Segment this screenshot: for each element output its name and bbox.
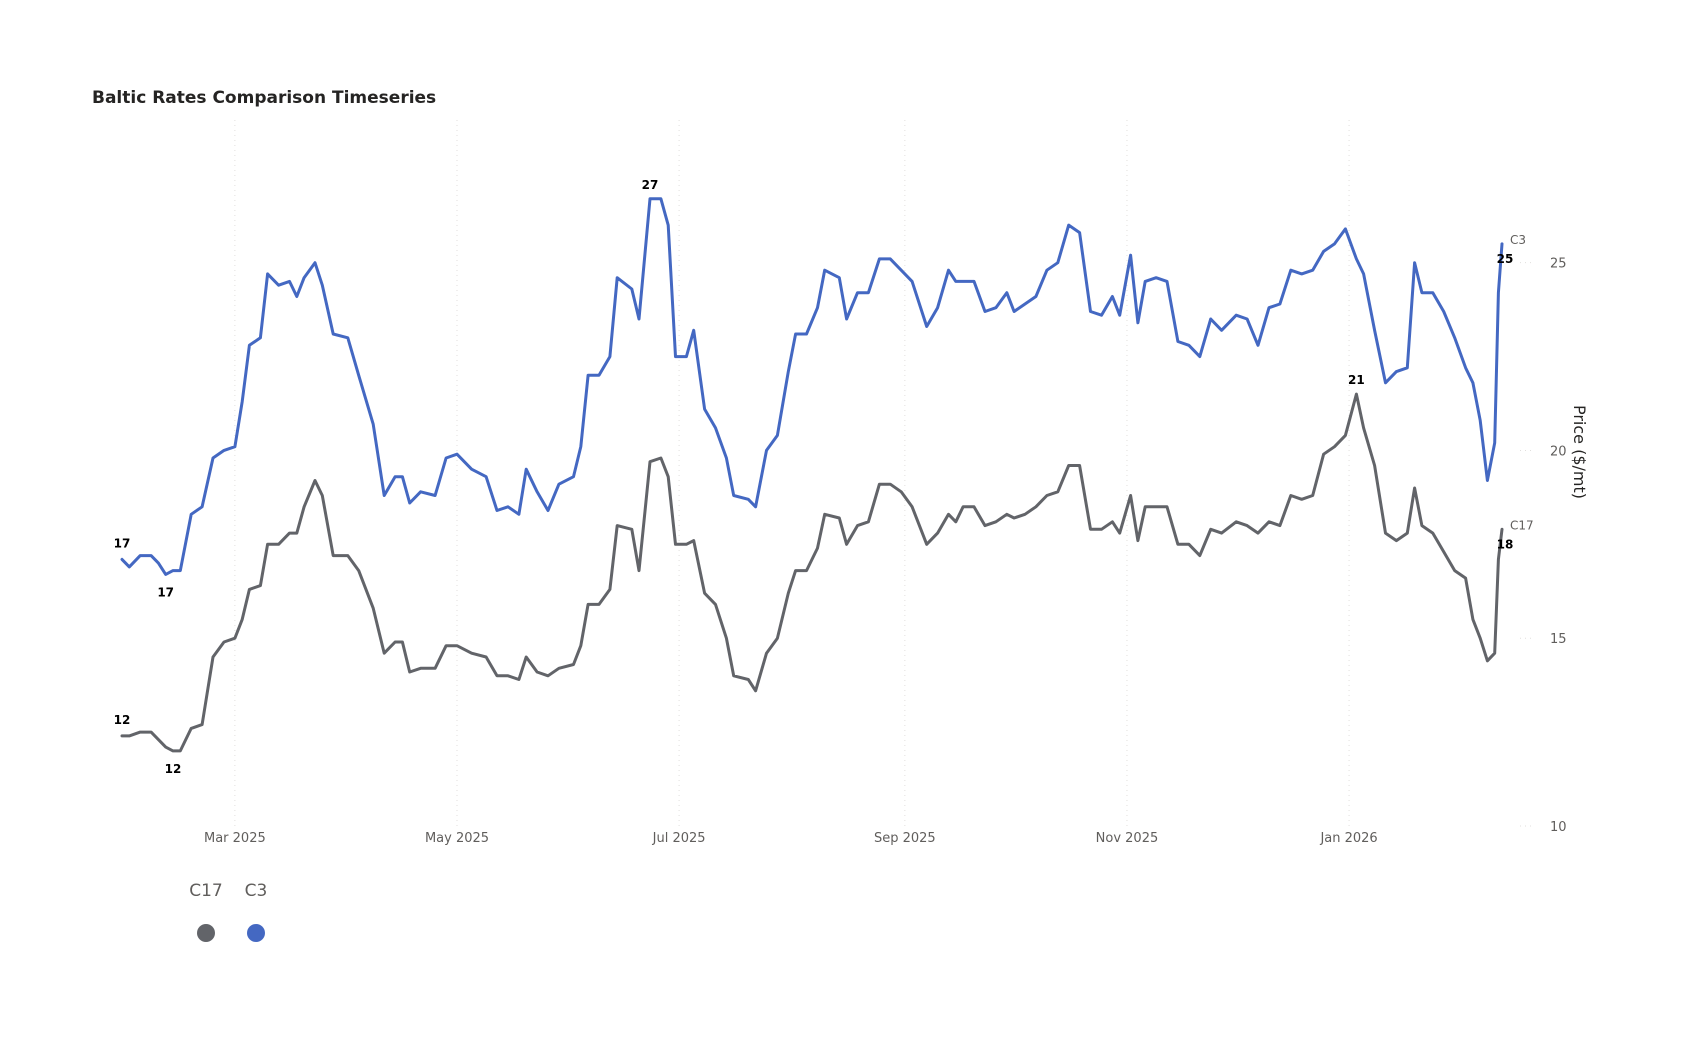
x-tick-label: Jul 2025: [652, 831, 706, 846]
legend-marker-c17: [197, 924, 215, 942]
legend-item-c3[interactable]: C3: [245, 881, 268, 942]
series-lines: [120, 197, 1504, 753]
legend-item-c17[interactable]: C17: [189, 881, 223, 942]
x-tick-label: Jan 2026: [1319, 831, 1377, 846]
data-label-end-c17: 18: [1497, 537, 1514, 551]
data-label-start-c3: 17: [114, 536, 131, 550]
data-label-peak-c3: 27: [642, 178, 659, 192]
chart-title: Baltic Rates Comparison Timeseries: [92, 88, 436, 108]
x-tick-label: Mar 2025: [204, 831, 266, 846]
data-label-peak-c17: 21: [1348, 373, 1365, 387]
series-line-c17[interactable]: [120, 392, 1504, 753]
gridlines: [234, 120, 1350, 826]
legend-label-c3: C3: [245, 881, 268, 901]
series-end-label-c3: C3: [1510, 233, 1526, 247]
y-tick-label: 25: [1550, 257, 1567, 272]
y-axis-title: Price ($/mt): [1570, 405, 1589, 499]
series-line-c3[interactable]: [120, 197, 1504, 576]
y-tick-label: 15: [1550, 632, 1567, 647]
y-tick-label: 10: [1550, 820, 1567, 835]
series-end-label-c17: C17: [1510, 518, 1534, 532]
legend-label-c17: C17: [189, 881, 223, 901]
data-label-min-c17: 12: [165, 762, 182, 776]
legend-marker-c3: [247, 924, 265, 942]
y-axis: 10 15 20 25: [1520, 257, 1567, 835]
data-label-min-c3: 17: [157, 585, 174, 599]
x-tick-label: May 2025: [425, 831, 489, 846]
x-axis: Mar 2025 May 2025 Jul 2025 Sep 2025 Nov 2025…: [204, 831, 1378, 846]
x-tick-label: Nov 2025: [1096, 831, 1159, 846]
y-tick-label: 20: [1550, 444, 1567, 459]
data-label-start-c17: 12: [114, 713, 131, 727]
data-label-end-c3: 25: [1497, 252, 1514, 266]
legend[interactable]: C17 C3: [189, 881, 267, 942]
data-labels: 12 12 21 18 C17 17 17 27 25 C3: [114, 178, 1534, 776]
x-tick-label: Sep 2025: [874, 831, 936, 846]
